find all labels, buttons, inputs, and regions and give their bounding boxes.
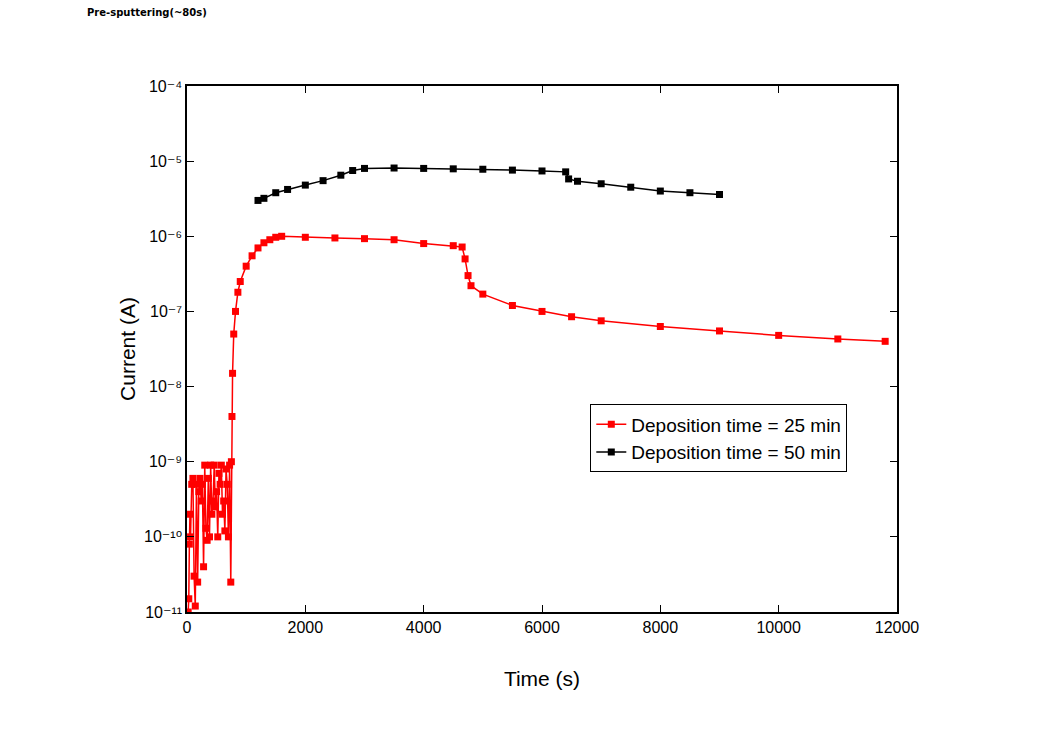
svg-text:Deposition time = 25 min: Deposition time = 25 min — [631, 415, 841, 436]
svg-text:10⁻⁷: 10⁻⁷ — [150, 303, 182, 320]
svg-text:10⁻⁵: 10⁻⁵ — [149, 153, 182, 170]
svg-text:Deposition time = 50 min: Deposition time = 50 min — [631, 442, 841, 463]
svg-text:4000: 4000 — [406, 619, 442, 636]
svg-text:10⁻⁸: 10⁻⁸ — [149, 378, 182, 395]
svg-text:0: 0 — [183, 619, 192, 636]
svg-text:10⁻⁴: 10⁻⁴ — [149, 78, 182, 95]
svg-text:10⁻⁹: 10⁻⁹ — [149, 453, 182, 470]
svg-text:6000: 6000 — [524, 619, 560, 636]
svg-text:10000: 10000 — [756, 619, 801, 636]
svg-text:10⁻⁶: 10⁻⁶ — [149, 228, 182, 245]
svg-text:Current (A): Current (A) — [116, 297, 139, 401]
svg-text:Time (s): Time (s) — [504, 667, 580, 690]
svg-text:8000: 8000 — [643, 619, 679, 636]
svg-text:Pre-sputtering(~80s): Pre-sputtering(~80s) — [87, 7, 207, 18]
svg-text:2000: 2000 — [288, 619, 324, 636]
svg-text:10⁻¹⁰: 10⁻¹⁰ — [144, 528, 182, 545]
svg-text:10⁻¹¹: 10⁻¹¹ — [145, 604, 182, 621]
svg-text:12000: 12000 — [875, 619, 920, 636]
